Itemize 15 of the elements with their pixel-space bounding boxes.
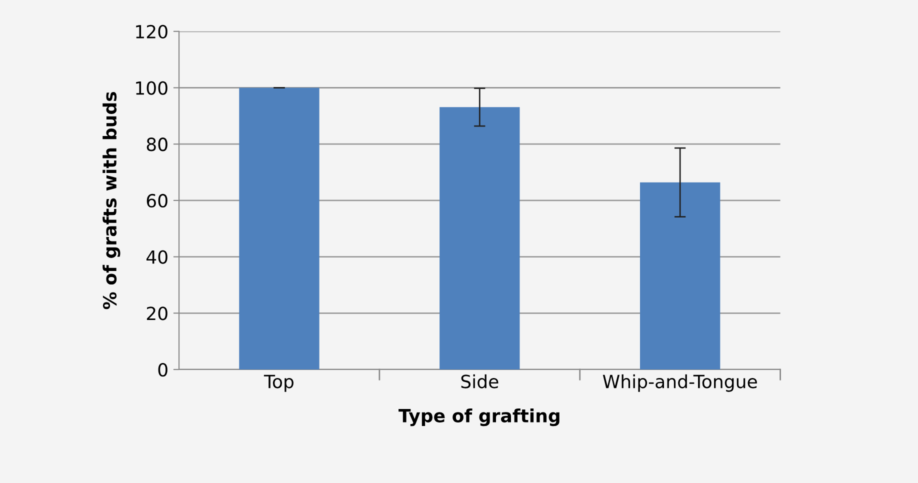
y-tick-label: 40 (146, 250, 168, 264)
x-tick-label: Whip-and-Tongue (602, 374, 757, 392)
bar (640, 182, 720, 370)
x-tick-label: Top (264, 374, 294, 392)
y-tick-label: 20 (146, 306, 168, 320)
x-axis-title: Type of grafting (398, 408, 560, 426)
x-tick-label: Side (461, 374, 498, 388)
y-tick-label: 120 (136, 24, 168, 39)
y-tick-label: 0 (158, 362, 168, 377)
y-axis-title: % of grafts with buds (102, 92, 120, 310)
y-tick-label: 100 (136, 81, 168, 95)
bar (239, 88, 320, 370)
y-tick-label: 60 (146, 194, 168, 208)
y-tick-label: 80 (146, 138, 168, 152)
bar (440, 107, 520, 370)
